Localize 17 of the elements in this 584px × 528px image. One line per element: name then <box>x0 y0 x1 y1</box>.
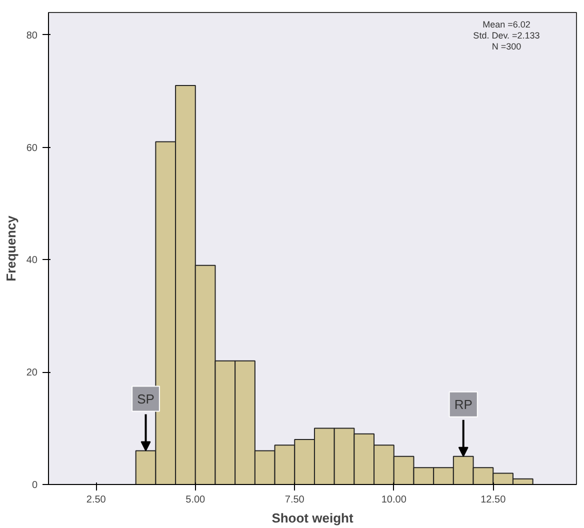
y-axis-title: Frequency <box>3 214 18 282</box>
x-tick-label: 12.50 <box>480 494 506 506</box>
annotation: N =300 <box>492 42 522 52</box>
x-tick-label: 10.00 <box>381 494 407 506</box>
y-tick-label: 0 <box>32 480 38 491</box>
x-axis-title: Shoot weight <box>272 510 354 526</box>
y-tick-label: 80 <box>26 30 38 42</box>
x-tick-label: 5.00 <box>186 494 206 506</box>
x-tick-label: 7.50 <box>284 494 305 506</box>
y-tick-label: 40 <box>26 255 38 266</box>
annotation: Std. Dev. =2.133 <box>473 30 540 40</box>
annotation: RP <box>454 396 472 412</box>
x-tick-label: 2.50 <box>86 494 106 506</box>
annotation: Mean =6.02 <box>482 20 530 30</box>
annotation: SP <box>137 391 154 406</box>
y-tick-label: 60 <box>26 142 38 154</box>
y-tick-label: 20 <box>26 368 38 379</box>
